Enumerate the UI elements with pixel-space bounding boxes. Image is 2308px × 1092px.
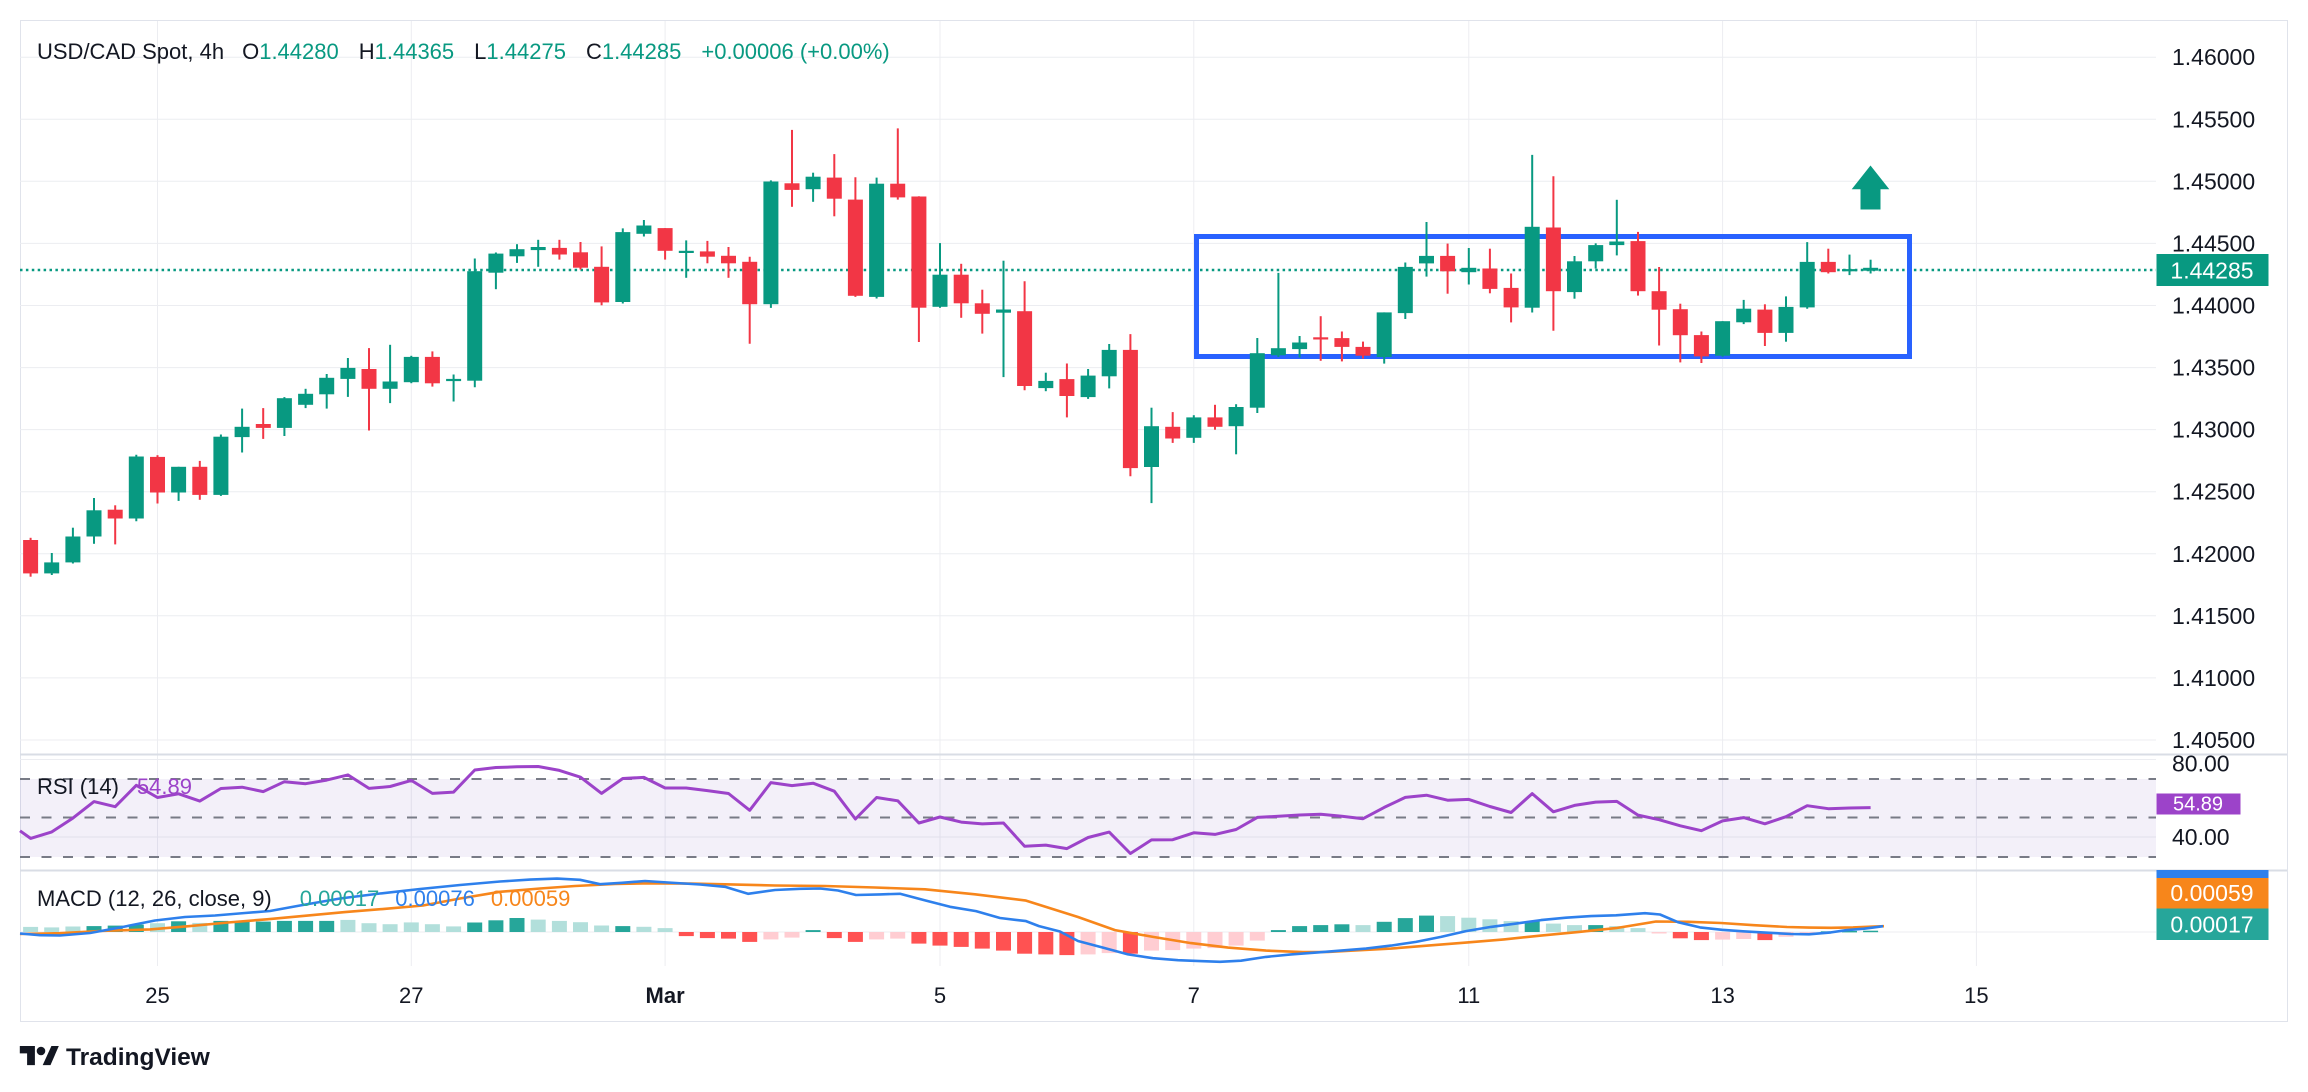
svg-text:80.00: 80.00 [2172,751,2230,777]
svg-text:1.41000: 1.41000 [2172,665,2255,691]
svg-text:1.43000: 1.43000 [2172,417,2255,443]
svg-text:1.44500: 1.44500 [2172,230,2255,256]
svg-text:1.42000: 1.42000 [2172,541,2255,567]
svg-text:1.43500: 1.43500 [2172,355,2255,381]
svg-text:5: 5 [934,983,946,1008]
svg-text:Mar: Mar [646,983,686,1008]
svg-text:1.45500: 1.45500 [2172,106,2255,132]
svg-text:1.40500: 1.40500 [2172,727,2255,753]
svg-text:1.44285: 1.44285 [2170,258,2253,284]
svg-text:1.41500: 1.41500 [2172,603,2255,629]
svg-text:15: 15 [1964,983,1988,1008]
svg-text:13: 13 [1710,983,1734,1008]
svg-text:27: 27 [399,983,423,1008]
svg-text:1.44000: 1.44000 [2172,293,2255,319]
svg-text:1.45000: 1.45000 [2172,168,2255,194]
svg-text:11: 11 [1457,983,1480,1008]
svg-text:MACD (12, 26, close, 9)0.00017: MACD (12, 26, close, 9) 0.00017 0.00076 0.0… [37,886,570,911]
svg-text:7: 7 [1188,983,1200,1008]
svg-text:RSI (14)54.89: RSI (14) 54.89 [37,774,192,799]
svg-text:TradingView: TradingView [66,1044,211,1071]
svg-text:0.00017: 0.00017 [2170,912,2253,938]
svg-text:40.00: 40.00 [2172,824,2230,850]
svg-text:1.46000: 1.46000 [2172,44,2255,70]
svg-text:1.42500: 1.42500 [2172,479,2255,505]
svg-text:54.89: 54.89 [2173,794,2223,816]
svg-text:25: 25 [145,983,169,1008]
svg-text:0.00059: 0.00059 [2170,880,2253,906]
